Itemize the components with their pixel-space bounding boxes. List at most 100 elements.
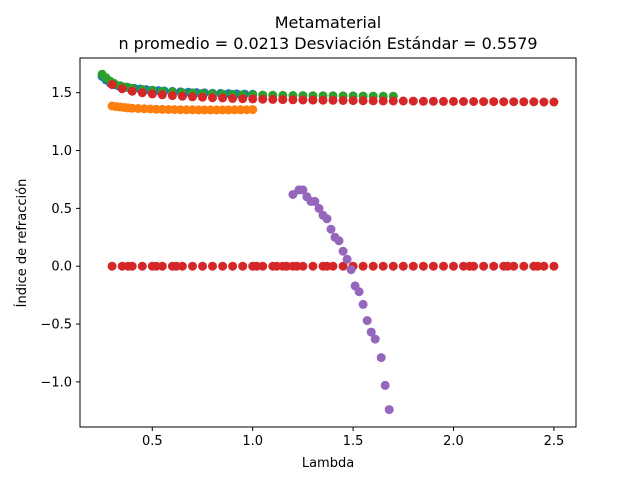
data-point-series-5 bbox=[334, 236, 344, 246]
data-point-series-4 bbox=[177, 91, 187, 101]
data-point-series-4 bbox=[107, 261, 117, 271]
data-point-series-4 bbox=[479, 97, 489, 107]
data-point-series-4 bbox=[479, 261, 489, 271]
data-point-series-4 bbox=[388, 96, 398, 106]
data-point-series-5 bbox=[326, 224, 336, 234]
chart-subtitle: n promedio = 0.0213 Desviación Estándar … bbox=[118, 34, 537, 53]
data-point-series-4 bbox=[198, 92, 207, 102]
data-point-series-4 bbox=[157, 261, 167, 271]
data-point-series-4 bbox=[499, 97, 509, 107]
data-point-series-2 bbox=[248, 105, 258, 115]
data-point-series-4 bbox=[198, 261, 207, 271]
data-point-series-4 bbox=[278, 95, 288, 105]
data-point-series-4 bbox=[509, 261, 519, 271]
data-point-series-4 bbox=[218, 261, 228, 271]
x-tick-label: 1.5 bbox=[343, 434, 364, 449]
data-point-series-4 bbox=[348, 96, 358, 106]
data-point-series-4 bbox=[449, 261, 458, 271]
data-point-series-5 bbox=[384, 405, 394, 415]
data-point-series-4 bbox=[258, 94, 268, 104]
data-point-series-4 bbox=[248, 94, 258, 104]
data-point-series-5 bbox=[358, 299, 368, 309]
data-point-series-4 bbox=[418, 96, 428, 106]
data-point-series-4 bbox=[137, 261, 147, 271]
data-point-series-4 bbox=[459, 97, 468, 106]
data-point-series-4 bbox=[398, 261, 408, 271]
data-point-series-4 bbox=[117, 84, 127, 94]
data-point-series-4 bbox=[449, 96, 458, 106]
data-point-series-4 bbox=[298, 261, 308, 271]
data-point-series-4 bbox=[469, 97, 479, 106]
data-point-series-4 bbox=[318, 95, 328, 105]
data-point-series-4 bbox=[188, 92, 197, 102]
data-point-series-4 bbox=[368, 96, 378, 106]
axes-frame bbox=[79, 57, 577, 428]
data-point-series-4 bbox=[398, 96, 408, 106]
y-tick-label: 1.5 bbox=[51, 86, 72, 101]
y-axis-label: Índice de refracción bbox=[14, 179, 30, 308]
data-point-series-4 bbox=[328, 95, 338, 105]
data-point-series-4 bbox=[368, 261, 378, 271]
data-point-series-4 bbox=[157, 90, 167, 100]
data-point-series-4 bbox=[137, 88, 147, 98]
data-point-series-4 bbox=[408, 261, 418, 271]
data-point-series-4 bbox=[549, 261, 559, 271]
data-point-series-4 bbox=[177, 261, 187, 271]
data-point-series-5 bbox=[370, 334, 380, 344]
data-point-series-4 bbox=[208, 93, 217, 103]
data-point-series-5 bbox=[314, 203, 324, 213]
y-tick-label: 1.0 bbox=[51, 144, 72, 159]
data-point-series-4 bbox=[338, 96, 348, 105]
x-tick-label: 2.0 bbox=[443, 434, 464, 449]
data-point-series-4 bbox=[439, 96, 448, 106]
data-point-series-4 bbox=[418, 261, 428, 271]
data-point-series-4 bbox=[539, 97, 549, 107]
data-point-series-5 bbox=[346, 265, 356, 275]
y-tick-label: −0.5 bbox=[40, 318, 72, 333]
data-point-series-4 bbox=[358, 261, 368, 271]
data-point-series-4 bbox=[298, 95, 308, 105]
data-point-series-4 bbox=[328, 261, 338, 271]
data-point-series-5 bbox=[366, 327, 376, 337]
data-point-series-4 bbox=[228, 261, 238, 271]
data-point-series-4 bbox=[358, 96, 368, 106]
data-point-series-4 bbox=[378, 96, 388, 106]
data-point-series-4 bbox=[529, 97, 539, 107]
data-point-series-4 bbox=[509, 97, 519, 107]
data-point-series-4 bbox=[218, 93, 228, 103]
data-point-series-4 bbox=[439, 261, 448, 271]
data-point-series-4 bbox=[519, 97, 529, 107]
data-point-series-4 bbox=[408, 96, 418, 106]
data-point-series-4 bbox=[147, 89, 157, 99]
data-point-series-4 bbox=[308, 261, 318, 271]
data-point-series-5 bbox=[362, 316, 372, 326]
data-point-series-4 bbox=[469, 261, 479, 271]
data-point-series-5 bbox=[376, 353, 386, 363]
data-point-series-4 bbox=[378, 261, 388, 271]
y-tick-label: 0.5 bbox=[51, 202, 72, 217]
data-point-series-5 bbox=[298, 185, 308, 195]
data-point-series-4 bbox=[238, 94, 248, 104]
chart-title: Metamaterial bbox=[275, 13, 382, 32]
data-point-series-4 bbox=[428, 96, 438, 106]
x-tick-label: 2.5 bbox=[544, 434, 565, 449]
data-point-series-4 bbox=[489, 97, 499, 107]
x-axis-ticks: 0.5 1.0 1.5 2.0 2.5 bbox=[142, 427, 564, 449]
data-point-series-4 bbox=[388, 261, 398, 271]
y-tick-label: 0.0 bbox=[51, 260, 72, 275]
data-point-series-4 bbox=[208, 261, 217, 271]
data-point-series-4 bbox=[338, 261, 348, 271]
data-point-series-4 bbox=[258, 261, 268, 271]
data-point-series-4 bbox=[228, 93, 238, 103]
data-point-series-4 bbox=[519, 261, 529, 271]
x-tick-label: 0.5 bbox=[142, 434, 163, 449]
data-point-series-5 bbox=[380, 380, 390, 390]
data-point-series-5 bbox=[338, 246, 348, 256]
data-point-series-4 bbox=[549, 97, 559, 107]
data-point-series-5 bbox=[322, 214, 332, 224]
data-point-series-4 bbox=[428, 261, 438, 271]
data-point-series-4 bbox=[268, 94, 278, 104]
y-tick-label: −1.0 bbox=[40, 375, 72, 390]
data-point-series-4 bbox=[167, 91, 177, 101]
